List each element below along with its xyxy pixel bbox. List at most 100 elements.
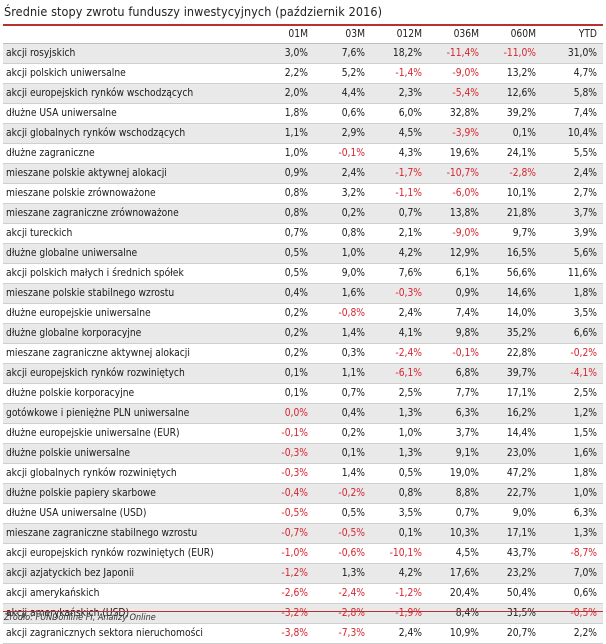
table-row: dłużne polskie korporacyjne 0,1% 0,7% 2,5% 7… (3, 383, 603, 404)
return-01m: 1,0% (257, 143, 314, 164)
fund-category: akcji amerykańskich (3, 583, 257, 604)
header-row: 01M 03M 012M 036M 060M YTD (3, 26, 603, 44)
return-036m: 6,1% (428, 263, 485, 284)
fund-category: akcji tureckich (3, 223, 257, 244)
table-row: akcji polskich uniwersalne 2,2% 5,2% -1,4% -… (3, 63, 603, 84)
return-012m: -1,4% (371, 63, 428, 84)
fund-category: dłużne europejskie uniwersalne (EUR) (3, 423, 257, 444)
return-01m: 0,9% (257, 163, 314, 184)
return-03m: -7,3% (314, 623, 371, 644)
return-060m: 35,2% (485, 323, 542, 344)
fund-category: akcji amerykańskich (USD) (3, 603, 257, 624)
return-036m: -6,0% (428, 183, 485, 204)
table-row: akcji polskich małych i średnich spółek 0… (3, 263, 603, 284)
return-ytd: 1,8% (542, 463, 603, 484)
return-060m: 9,0% (485, 503, 542, 524)
return-ytd: -0,5% (542, 603, 603, 624)
table-row: akcji europejskich rynków rozwiniętych (… (3, 543, 603, 564)
return-012m: 2,3% (371, 83, 428, 104)
header-036m: 036M (428, 26, 485, 44)
return-01m: 0,8% (257, 203, 314, 224)
return-036m: 17,6% (428, 563, 485, 584)
return-ytd: 3,5% (542, 303, 603, 324)
table-row: akcji europejskich rynków wschodzących 2,… (3, 83, 603, 104)
return-01m: 0,4% (257, 283, 314, 304)
table-row: dłużne globalne uniwersalne 0,5% 1,0% 4,2% 1… (3, 243, 603, 264)
return-060m: 22,7% (485, 483, 542, 504)
return-036m: 0,7% (428, 503, 485, 524)
returns-table: 01M 03M 012M 036M 060M YTD akcji rosyjsk… (3, 26, 603, 644)
fund-category: akcji globalnych rynków rozwiniętych (3, 463, 257, 484)
fund-category: akcji europejskich rynków wschodzących (3, 83, 257, 104)
return-03m: 0,2% (314, 423, 371, 444)
fund-category: mieszane polskie stabilnego wzrostu (3, 283, 257, 304)
return-ytd: 5,5% (542, 143, 603, 164)
return-03m: 7,6% (314, 43, 371, 64)
return-036m: 10,3% (428, 523, 485, 544)
return-01m: 2,0% (257, 83, 314, 104)
return-03m: 0,4% (314, 403, 371, 424)
fund-category: akcji azjatyckich bez Japonii (3, 563, 257, 584)
fund-category: akcji polskich uniwersalne (3, 63, 257, 84)
fund-category: dłużne polskie uniwersalne (3, 443, 257, 464)
fund-category: gotówkowe i pieniężne PLN uniwersalne (3, 403, 257, 424)
return-012m: 2,4% (371, 303, 428, 324)
return-ytd: 1,0% (542, 483, 603, 504)
table-row: akcji azjatyckich bez Japonii -1,2% 1,3% 4,… (3, 563, 603, 584)
return-012m: 4,2% (371, 243, 428, 264)
return-060m: -11,0% (485, 43, 542, 64)
return-01m: -3,2% (257, 603, 314, 624)
return-ytd: 6,3% (542, 503, 603, 524)
return-01m: 0,5% (257, 263, 314, 284)
return-012m: 4,2% (371, 563, 428, 584)
fund-category: dłużne zagraniczne (3, 143, 257, 164)
return-012m: 2,5% (371, 383, 428, 404)
header-fund-type (3, 26, 257, 44)
return-01m: 1,8% (257, 103, 314, 124)
return-ytd: 11,6% (542, 263, 603, 284)
return-01m: 0,2% (257, 303, 314, 324)
return-01m: 0,2% (257, 343, 314, 364)
return-036m: -10,7% (428, 163, 485, 184)
table-row: mieszane polskie aktywnej alokacji 0,9% 2,… (3, 163, 603, 184)
return-060m: 9,7% (485, 223, 542, 244)
return-ytd: 3,9% (542, 223, 603, 244)
return-036m: 9,1% (428, 443, 485, 464)
return-ytd: 7,0% (542, 563, 603, 584)
return-03m: 9,0% (314, 263, 371, 284)
fund-category: dłużne europejskie uniwersalne (3, 303, 257, 324)
return-060m: 14,0% (485, 303, 542, 324)
return-01m: 0,2% (257, 323, 314, 344)
return-ytd: 7,4% (542, 103, 603, 124)
return-060m: 16,5% (485, 243, 542, 264)
return-060m: 56,6% (485, 263, 542, 284)
return-01m: -1,0% (257, 543, 314, 564)
table-row: akcji amerykańskich -2,6% -2,4% -1,2% 20,4% 5… (3, 583, 603, 604)
return-ytd: 3,7% (542, 203, 603, 224)
return-036m: -5,4% (428, 83, 485, 104)
return-ytd: 2,7% (542, 183, 603, 204)
table-row: akcji globalnych rynków rozwiniętych -0,3… (3, 463, 603, 484)
return-03m: 0,6% (314, 103, 371, 124)
return-036m: 19,0% (428, 463, 485, 484)
return-060m: 17,1% (485, 383, 542, 404)
fund-category: mieszane polskie zrównoważone (3, 183, 257, 204)
return-ytd: 5,8% (542, 83, 603, 104)
return-036m: 7,7% (428, 383, 485, 404)
return-060m: 16,2% (485, 403, 542, 424)
return-012m: 0,5% (371, 463, 428, 484)
return-012m: -10,1% (371, 543, 428, 564)
return-03m: 2,9% (314, 123, 371, 144)
return-036m: 8,8% (428, 483, 485, 504)
return-01m: 3,0% (257, 43, 314, 64)
return-01m: -1,2% (257, 563, 314, 584)
table-row: akcji amerykańskich (USD) -3,2% -2,8% -1,9%… (3, 603, 603, 624)
return-01m: -0,7% (257, 523, 314, 544)
return-012m: 4,3% (371, 143, 428, 164)
return-060m: 12,6% (485, 83, 542, 104)
header-03m: 03M (314, 26, 371, 44)
return-ytd: 2,4% (542, 163, 603, 184)
return-036m: 7,4% (428, 303, 485, 324)
return-03m: 1,3% (314, 563, 371, 584)
table-row: mieszane polskie stabilnego wzrostu 0,4% 1… (3, 283, 603, 304)
